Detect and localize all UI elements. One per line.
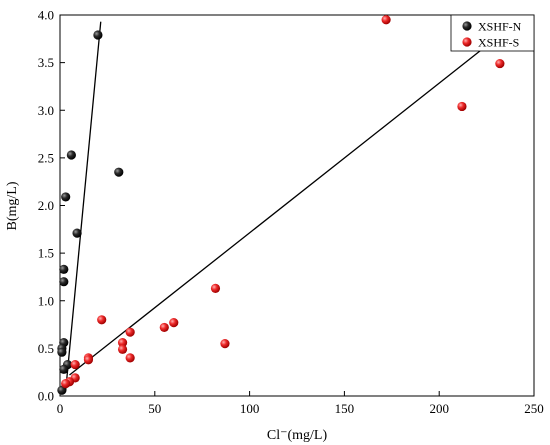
data-point: [70, 359, 80, 370]
x-tick-label: 100: [240, 401, 260, 416]
data-point: [61, 379, 71, 389]
fit-line-1: [69, 28, 508, 376]
fit-lines: [65, 21, 508, 391]
y-tick-label: 1.5: [38, 246, 54, 261]
data-point: [72, 228, 82, 238]
data-point: [93, 30, 103, 40]
data-point: [125, 353, 135, 363]
data-points: [57, 15, 505, 395]
data-point: [59, 264, 69, 274]
data-point: [169, 318, 179, 328]
x-tick-label: 0: [57, 401, 64, 416]
legend-label: XSHF-S: [478, 36, 519, 50]
data-point: [66, 150, 76, 160]
plot-frame: [59, 14, 535, 397]
x-tick-label: 150: [335, 401, 355, 416]
data-point: [495, 58, 505, 69]
x-tick-label: 250: [524, 401, 544, 416]
data-point: [59, 364, 69, 374]
y-tick-label: 3.5: [38, 55, 54, 70]
data-point: [59, 277, 69, 287]
x-tick-label: 50: [148, 401, 161, 416]
y-tick-label: 2.0: [38, 198, 54, 213]
legend: XSHF-N XSHF-S: [450, 14, 535, 52]
y-tick-label: 1.0: [38, 293, 54, 308]
data-point: [457, 101, 467, 112]
y-tick-label: 2.5: [38, 150, 54, 165]
data-point: [117, 344, 128, 354]
data-point: [83, 355, 94, 365]
data-point: [117, 338, 128, 348]
y-tick-label: 3.0: [38, 103, 54, 118]
y-tick-label: 0.0: [38, 389, 54, 404]
y-tick-label: 4.0: [38, 8, 54, 23]
axis-ticks: 0 50 100 150 200 250 0.0 0.5 1.0 1.5 2.0 2.5 3.0 3.5 4…: [38, 8, 544, 417]
data-point: [57, 347, 67, 357]
x-axis-label: Cl⁻(mg/L): [267, 428, 328, 443]
y-axis-label: B(mg/L): [5, 181, 20, 230]
data-point: [220, 339, 230, 349]
data-point: [61, 192, 71, 202]
y-tick-label: 0.5: [38, 341, 54, 356]
legend-marker: [462, 37, 472, 47]
data-point: [159, 322, 169, 333]
legend-label: XSHF-N: [478, 20, 522, 34]
data-point: [210, 283, 221, 293]
legend-marker: [462, 21, 472, 31]
data-point: [97, 315, 107, 325]
data-point: [114, 167, 124, 177]
data-point: [57, 385, 67, 395]
x-tick-label: 200: [429, 401, 449, 416]
fit-line-0: [65, 21, 102, 391]
data-point: [381, 15, 391, 25]
data-point: [125, 327, 135, 337]
